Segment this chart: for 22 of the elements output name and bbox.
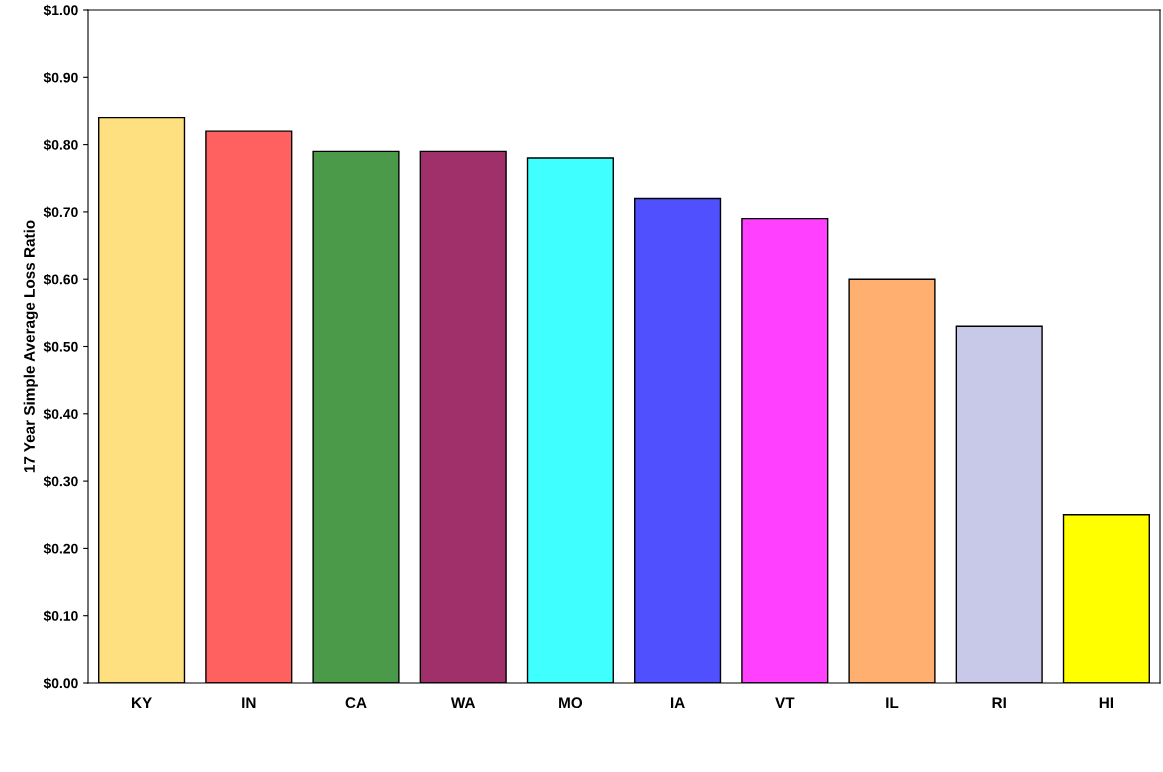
y-tick-label: $0.60	[43, 273, 78, 286]
y-tick-label: $0.90	[43, 72, 78, 84]
y-tick-label: $0.50	[43, 341, 78, 353]
y-tick-label: $0.40	[43, 408, 78, 420]
x-tick-label: IL	[886, 697, 899, 708]
x-tick-label: HI	[1099, 697, 1114, 708]
y-tick-label: $0.10	[43, 610, 78, 622]
y-tick-label: $0.70	[43, 206, 78, 218]
x-tick-label: MO	[559, 697, 583, 709]
x-tick-label: KY	[132, 697, 152, 708]
y-tick-label: $0.30	[43, 475, 78, 488]
x-tick-label: VT	[775, 697, 795, 708]
x-tick-label: WA	[450, 697, 476, 708]
x-tick-label: RI	[992, 697, 1006, 708]
x-tick-label: IN	[242, 697, 256, 708]
x-tick-label: IA	[670, 697, 685, 708]
y-tick-label: $0.80	[43, 139, 78, 151]
y-tick-label: $0.20	[43, 543, 78, 555]
y-axis-title: 17 Year Simple Average Loss Ratio	[23, 220, 38, 473]
x-tick-label: CA	[345, 697, 367, 709]
y-tick-label: $0.00	[43, 677, 78, 690]
y-tick-label: $1.00	[43, 4, 78, 17]
